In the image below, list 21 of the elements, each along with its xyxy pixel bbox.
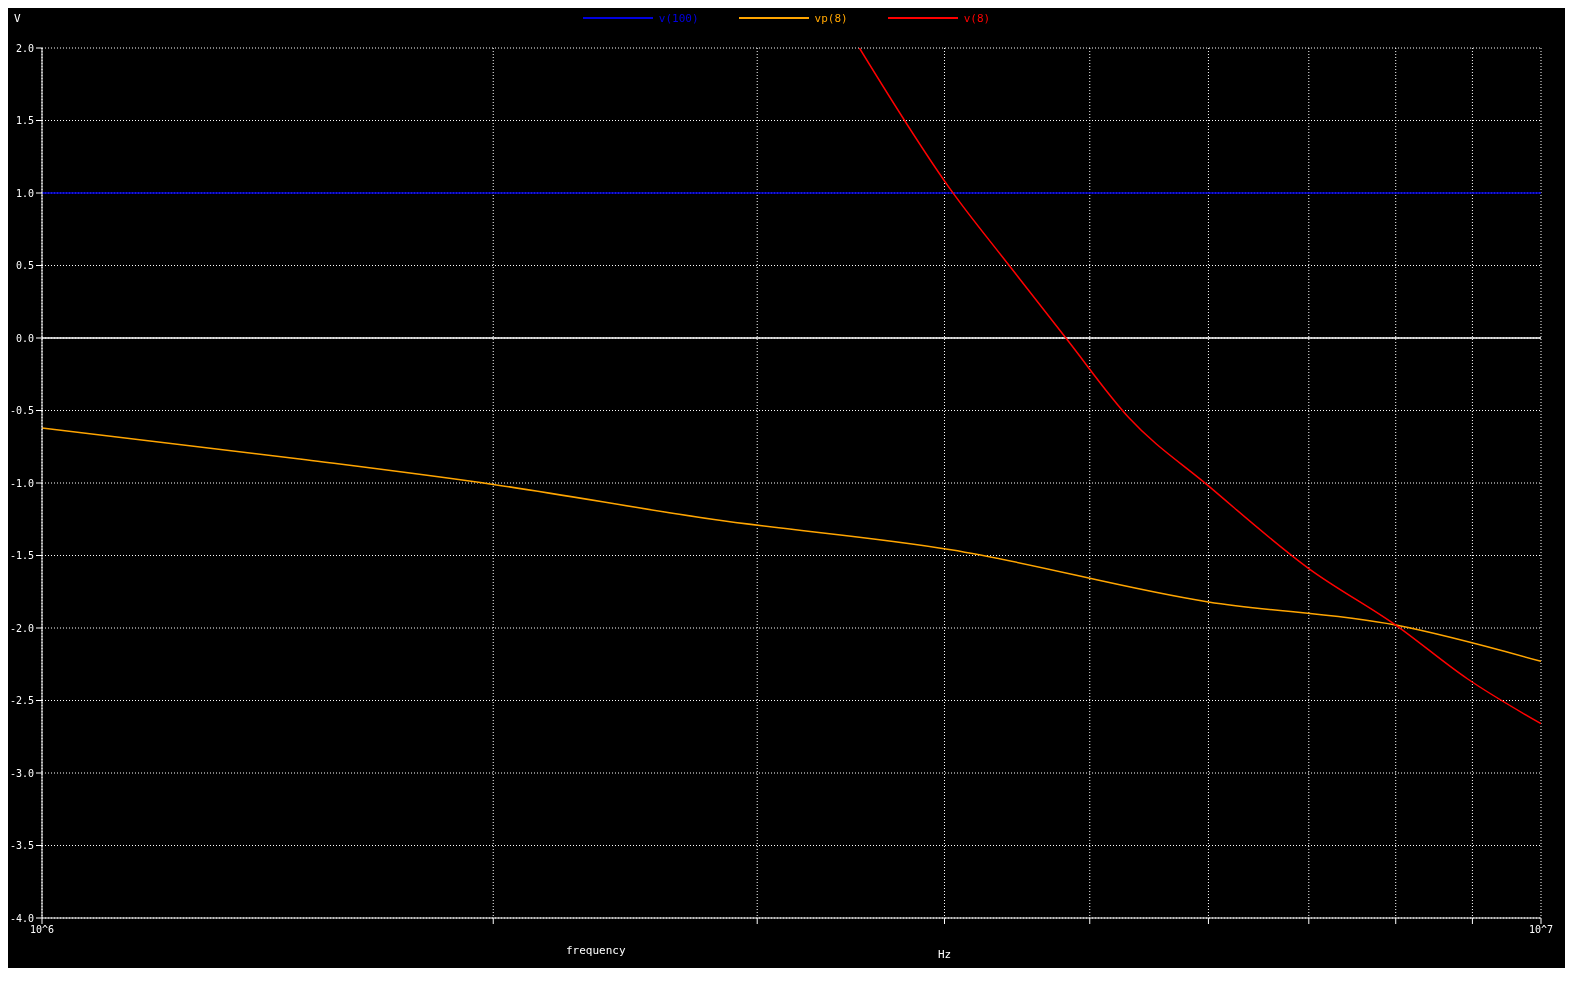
y-tick-label: 2.0 <box>15 42 34 54</box>
y-tick-label: -1.0 <box>9 477 34 489</box>
y-tick-label: -1.5 <box>9 550 34 562</box>
text: v(100) <box>658 11 699 25</box>
text: v(8) <box>963 11 991 25</box>
y-axis-title: V <box>14 12 21 25</box>
y-tick-label: 1.5 <box>15 115 34 127</box>
y-tick-label: -4.0 <box>9 912 34 924</box>
text: Hz <box>938 948 952 961</box>
y-tick-label: -2.5 <box>9 695 34 707</box>
y-tick-label: -0.5 <box>9 405 34 417</box>
x-tick-label: 10^7 <box>1528 924 1554 936</box>
y-tick-label: -2.0 <box>9 622 34 634</box>
y-tick-label: 1.0 <box>15 187 34 199</box>
x-tick-label: 10^6 <box>29 924 55 936</box>
y-tick-label: 0.5 <box>15 260 34 272</box>
text: vp(8) <box>814 11 848 25</box>
y-tick-label: 0.0 <box>15 332 34 344</box>
y-tick-label: -3.0 <box>9 767 34 779</box>
x-axis-title: frequency <box>566 944 626 957</box>
y-tick-label: -3.5 <box>9 840 34 852</box>
